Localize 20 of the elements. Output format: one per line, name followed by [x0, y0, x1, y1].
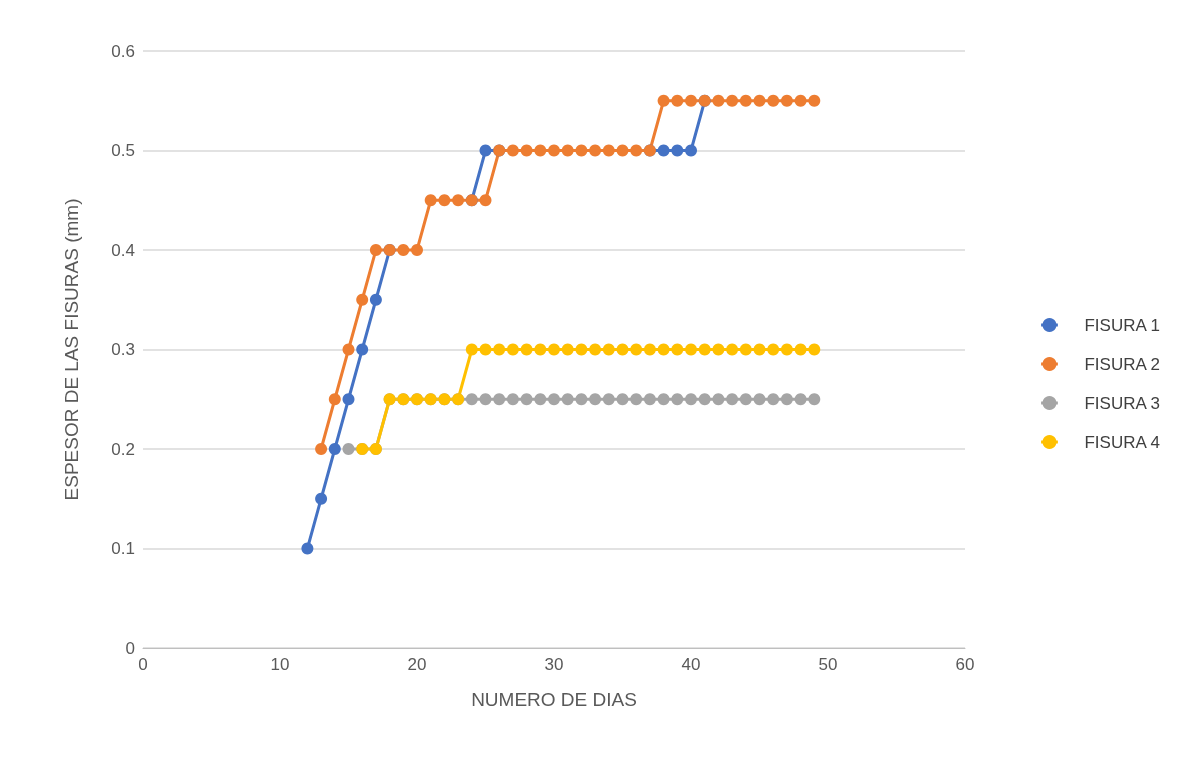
x-tick-label: 30	[544, 655, 564, 674]
y-tick-label: 0.5	[111, 141, 135, 160]
y-tick-label: 0.1	[111, 539, 135, 558]
y-tick-label: 0.3	[111, 340, 135, 359]
x-tick-label: 50	[818, 655, 838, 674]
x-tick-label: 60	[955, 655, 975, 674]
legend-label: FISURA 3	[1084, 393, 1161, 413]
y-tick-label: 0	[125, 638, 135, 658]
x-axis-title: NUMERO DE DIAS	[471, 689, 637, 710]
legend-label: FISURA 2	[1084, 354, 1161, 374]
y-tick-label: 0.4	[111, 240, 135, 260]
legend-label: FISURA 4	[1084, 432, 1161, 452]
x-tick-label: 20	[407, 655, 427, 674]
x-tick-label: 0	[138, 655, 148, 674]
y-tick-label: 0.2	[111, 439, 135, 459]
x-tick-label: 40	[681, 655, 701, 674]
x-tick-label: 10	[270, 655, 290, 674]
y-tick-label: 0.6	[111, 41, 135, 61]
y-axis-title: ESPESOR DE LAS FISURAS (mm)	[61, 198, 82, 501]
legend-label: FISURA 1	[1084, 315, 1161, 335]
